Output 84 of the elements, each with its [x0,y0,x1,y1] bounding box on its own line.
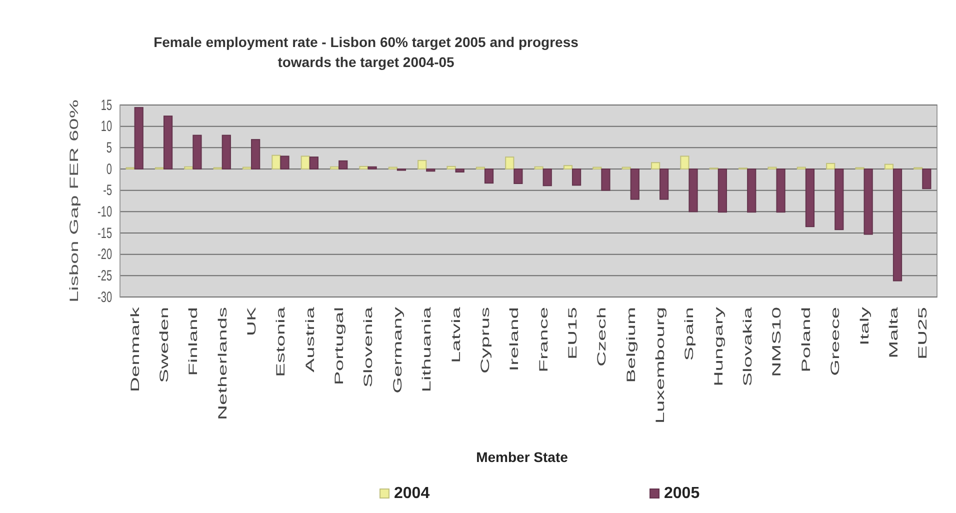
bar [563,165,573,170]
x-tick-label: France [536,307,550,372]
bar [184,166,194,170]
bar [418,160,427,170]
bar [688,168,698,212]
x-axis-title: Member State [476,449,568,465]
x-tick-label: Italy [858,306,872,346]
bar [446,166,456,170]
legend-label: 2005 [664,485,700,502]
bar [630,168,640,200]
x-tick-label: EU25 [916,307,930,360]
bar [660,168,669,200]
x-tick-label: Austria [303,306,317,372]
bar [163,116,173,170]
x-tick-label: Sweden [157,307,171,383]
y-tick-label: -25 [98,266,112,284]
bar [192,134,202,170]
bar [834,168,844,230]
bar [680,156,690,170]
bar [892,168,902,282]
bar [426,168,436,172]
bar [455,168,464,172]
bar [359,166,368,170]
y-tick-label: 0 [106,160,112,178]
x-tick-label: Latvia [449,306,463,364]
bar [572,168,582,186]
x-tick-label: Spain [682,307,696,361]
bar [251,139,260,170]
bar [505,156,514,170]
bar [134,107,144,170]
y-tick-label: -5 [103,181,112,199]
legend-label: 2004 [394,485,430,502]
bar [300,156,310,170]
bar [484,168,494,184]
x-tick-label: Slovakia [741,306,754,386]
x-tick-label: Portugal [332,307,346,386]
bar [368,166,377,170]
x-tick-label: Malta [886,306,900,358]
bar [922,168,932,190]
x-tick-label: Luxembourg [653,307,667,424]
chart-title: Female employment rate - Lisbon 60% target 2005 and progress towards the target 2004-05 [154,34,579,70]
x-tick-label: Finland [186,307,200,376]
bar [884,164,894,170]
bar [338,160,348,170]
x-tick-label: Estonia [274,306,288,378]
x-tick-label: Lithuania [420,306,434,392]
bar [272,154,281,170]
bar [718,168,727,213]
x-tick-label: Denmark [128,306,142,392]
bar [280,156,290,170]
bar [650,162,660,170]
y-tick-label: 10 [100,117,112,135]
x-tick-label: Hungary [712,306,726,386]
bar [542,168,552,186]
x-tick-label: Belgium [624,307,638,383]
y-tick-label: -15 [98,224,112,242]
x-tick-label: UK [244,306,258,336]
x-tick-label: Ireland [508,307,521,372]
bar [330,166,340,170]
bar [805,168,815,228]
bar [776,168,786,213]
y-axis-title: Lisbon Gap FER 60% [67,99,81,303]
bar [864,168,873,235]
y-tick-label: -20 [98,245,112,263]
x-tick-label: NMS10 [770,307,784,377]
x-tick-label: Germany [390,306,404,394]
bar [534,166,544,170]
y-tick-label: -30 [98,288,112,306]
bar [514,168,523,184]
x-tick-label: EU15 [566,307,580,360]
x-tick-label: Greece [828,307,842,376]
bar [601,168,610,191]
x-tick-label: Czech [595,307,608,366]
bar [309,156,318,170]
y-tick-label: 15 [100,96,112,114]
bar [826,162,836,170]
x-tick-label: Cyprus [478,307,492,374]
x-tick-label: Slovenia [362,306,376,388]
x-tick-label: Poland [799,307,813,372]
y-tick-label: 5 [106,138,112,156]
y-tick-label: -10 [98,202,112,220]
x-tick-label: Netherlands [216,307,230,420]
bar [222,134,231,170]
bar [747,168,756,213]
